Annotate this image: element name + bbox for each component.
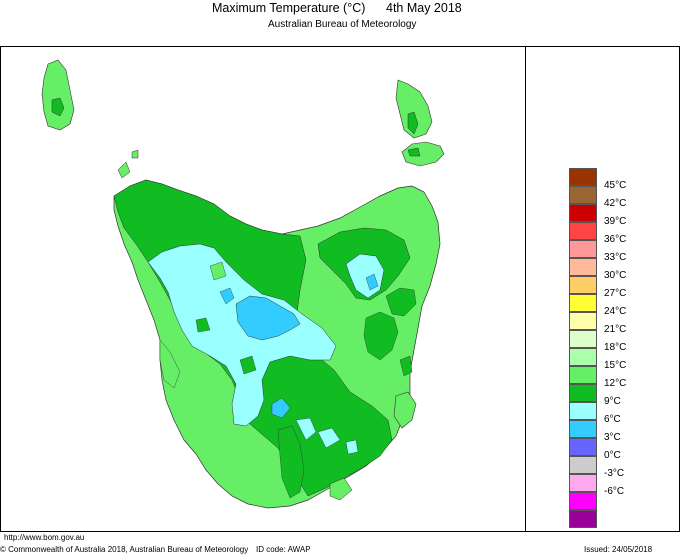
legend-swatch <box>569 384 597 402</box>
map-subtitle: Australian Bureau of Meteorology <box>268 19 417 30</box>
legend-swatch <box>569 474 597 492</box>
legend-swatch <box>569 258 597 276</box>
legend-label: -6°C <box>604 486 625 497</box>
legend-label: 45°C <box>604 180 627 191</box>
legend-swatch <box>569 510 597 528</box>
copyright-notice: © Commonwealth of Australia 2018, Austra… <box>0 545 249 554</box>
flinders-island <box>395 79 445 167</box>
islet <box>131 149 139 159</box>
legend-swatch <box>569 438 597 456</box>
legend-label: 0°C <box>604 450 621 461</box>
legend-label: 9°C <box>604 396 621 407</box>
legend-swatch <box>569 204 597 222</box>
map-frame <box>0 46 526 532</box>
legend-label: 36°C <box>604 234 627 245</box>
king-island <box>41 59 75 131</box>
map-title: Maximum Temperature (°C) <box>212 1 366 15</box>
legend-label: 12°C <box>604 378 627 389</box>
legend-swatch <box>569 276 597 294</box>
legend-swatch <box>569 420 597 438</box>
legend-label: 3°C <box>604 432 621 443</box>
legend-swatch <box>569 348 597 366</box>
map-date: 4th May 2018 <box>386 1 462 15</box>
legend-label: 24°C <box>604 306 627 317</box>
legend-label: 21°C <box>604 324 627 335</box>
legend-label: 39°C <box>604 216 627 227</box>
id-code: ID code: AWAP <box>256 545 311 554</box>
legend-swatch <box>569 402 597 420</box>
source-url: http://www.bom.gov.au <box>4 533 85 542</box>
legend-label: -3°C <box>604 468 625 479</box>
legend-label: 15°C <box>604 360 627 371</box>
legend-swatch <box>569 456 597 474</box>
legend-swatch <box>569 492 597 510</box>
legend-label: 30°C <box>604 270 627 281</box>
legend-label: 6°C <box>604 414 621 425</box>
legend-swatch <box>569 168 597 186</box>
legend-label: 27°C <box>604 288 627 299</box>
legend-swatch <box>569 312 597 330</box>
legend-label: 18°C <box>604 342 627 353</box>
legend-swatch <box>569 186 597 204</box>
tasmania-mainland <box>113 179 441 509</box>
islet <box>117 161 131 179</box>
legend-swatch <box>569 222 597 240</box>
legend-label: 33°C <box>604 252 627 263</box>
legend-swatch <box>569 294 597 312</box>
legend-swatch <box>569 240 597 258</box>
legend-label: 42°C <box>604 198 627 209</box>
legend-swatch <box>569 366 597 384</box>
legend-swatch <box>569 330 597 348</box>
issued-date: Issued: 24/05/2018 <box>584 545 653 554</box>
